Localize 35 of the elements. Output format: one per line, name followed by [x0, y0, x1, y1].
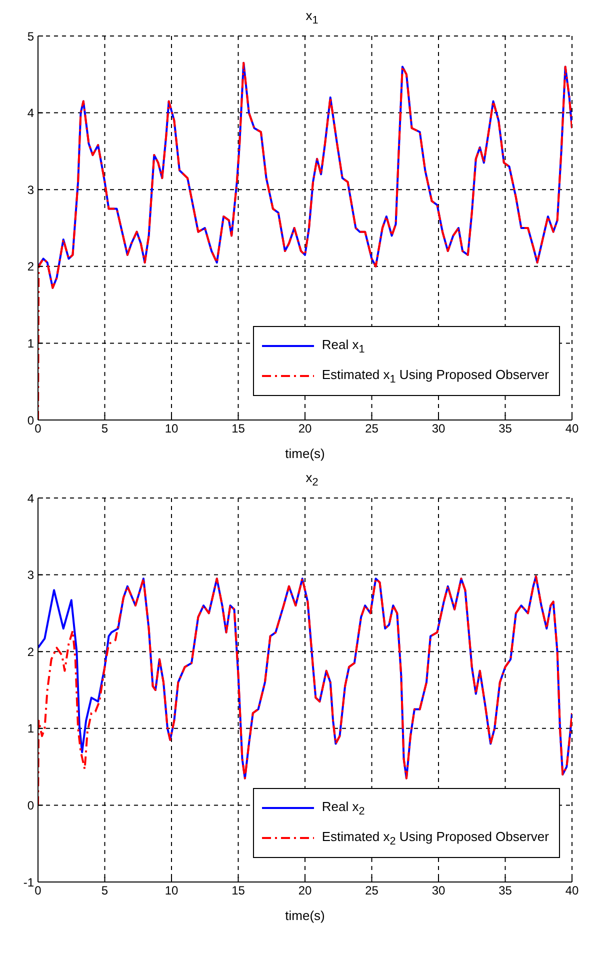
legend-label: Estimated x$_{2}$ Using Proposed Observer — [322, 828, 549, 848]
x-tick-label: 35 — [498, 422, 512, 436]
y-tick-label: 3 — [27, 182, 34, 197]
y-tick-label: 5 — [27, 29, 34, 44]
x-tick-label: 40 — [565, 884, 579, 898]
legend-label: Real x$_{1}$ — [322, 336, 365, 356]
x-tick-label: 5 — [101, 422, 108, 436]
y-tick-label: 2 — [27, 260, 34, 274]
y-tick-label: -1 — [23, 875, 34, 890]
legend-label: Real x$_{2}$ — [322, 798, 365, 818]
chart-title: x$_{2}$ — [306, 470, 318, 489]
x-tick-label: 35 — [498, 884, 512, 898]
y-tick-label: 0 — [27, 798, 34, 812]
x-tick-label: 15 — [232, 422, 246, 436]
x-tick-label: 5 — [101, 884, 108, 898]
x-tick-label: 10 — [164, 884, 178, 898]
x-tick-label: 25 — [365, 422, 379, 436]
x-tick-label: 20 — [298, 884, 312, 898]
x-tick-label: 25 — [365, 884, 379, 898]
x-tick-label: 15 — [232, 884, 246, 898]
chart-title: x$_{1}$ — [306, 8, 318, 27]
x-tick-label: 30 — [432, 422, 446, 436]
legend-label: Estimated x$_{1}$ Using Proposed Observer — [322, 366, 549, 386]
x-tick-label: 20 — [298, 422, 312, 436]
y-tick-label: 4 — [27, 106, 34, 120]
y-tick-label: 3 — [27, 568, 34, 582]
x-tick-label: 10 — [164, 422, 178, 436]
y-tick-label: 1 — [27, 336, 34, 350]
x-tick-label: 40 — [565, 422, 579, 436]
x-axis-title: time(s) — [285, 446, 325, 461]
x-axis-title: time(s) — [285, 908, 325, 923]
y-tick-label: 4 — [27, 491, 34, 506]
y-tick-label: 2 — [27, 644, 34, 659]
x-tick-label: 30 — [432, 884, 446, 898]
y-tick-label: 1 — [27, 722, 34, 736]
